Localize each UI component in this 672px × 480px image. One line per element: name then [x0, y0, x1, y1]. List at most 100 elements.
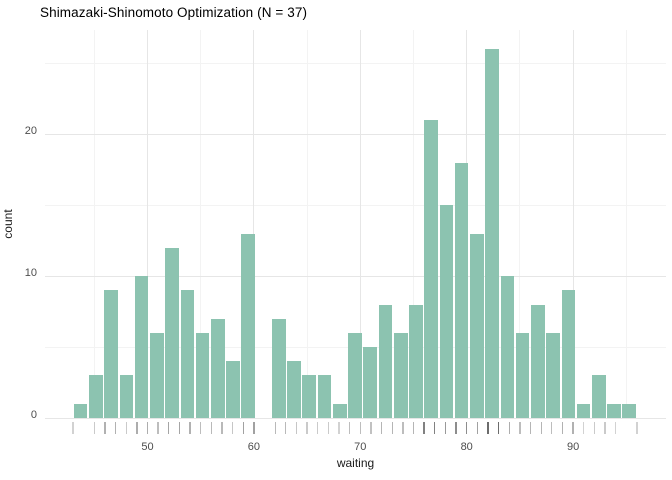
- rug-tick: [221, 422, 223, 434]
- histogram-bar: [226, 361, 240, 418]
- rug-tick: [136, 422, 138, 434]
- gridline-minor-x: [93, 30, 95, 418]
- x-tick-label: 70: [354, 441, 367, 453]
- histogram-bar: [302, 375, 317, 418]
- histogram-bar: [287, 361, 301, 418]
- rug-tick: [157, 422, 159, 434]
- y-tick-label: 0: [30, 409, 37, 421]
- y-tick-label: 10: [24, 267, 37, 280]
- histogram-bar: [150, 332, 164, 418]
- histogram-bar: [409, 304, 423, 418]
- gridline-minor-y: [45, 204, 666, 206]
- rug-tick: [210, 422, 212, 434]
- rug-tick: [295, 422, 298, 434]
- histogram-bar: [210, 318, 225, 418]
- histogram-bar: [592, 375, 606, 418]
- histogram-bar: [378, 304, 393, 418]
- rug-tick: [274, 422, 276, 434]
- rug-tick: [317, 422, 319, 434]
- histogram-bar: [119, 375, 134, 418]
- rug-tick: [423, 422, 425, 434]
- x-tick-label: 90: [566, 441, 580, 453]
- rug-tick: [497, 422, 500, 434]
- rug-tick: [306, 422, 308, 434]
- y-tick-label: 20: [24, 125, 37, 138]
- rug-tick: [444, 422, 447, 434]
- rug-tick: [434, 422, 436, 434]
- x-tick-label: 80: [460, 441, 473, 453]
- rug-tick: [466, 422, 468, 434]
- histogram-bar: [134, 276, 149, 418]
- histogram-bar: [607, 403, 621, 418]
- rug-tick: [487, 422, 489, 434]
- rug-tick: [412, 422, 415, 434]
- gridline-minor-x: [625, 30, 627, 418]
- gridline-minor-y: [45, 63, 666, 64]
- gridline-major-y: [45, 275, 666, 277]
- histogram-bar: [485, 49, 499, 418]
- chart-title: Shimazaki-Shinomoto Optimization (N = 37…: [40, 5, 308, 20]
- rug-tick: [370, 422, 372, 434]
- histogram-bar: [454, 162, 469, 418]
- rug-tick: [561, 422, 564, 434]
- rug-tick: [508, 422, 510, 434]
- gridline-major-x: [572, 30, 574, 418]
- gridline-major-y: [45, 133, 666, 135]
- histogram-bar: [165, 247, 179, 418]
- histogram-bar: [104, 290, 118, 418]
- histogram-bar: [348, 332, 362, 418]
- rug-tick: [114, 422, 117, 434]
- rug-tick: [604, 422, 606, 434]
- histogram-bar: [576, 403, 591, 418]
- gridline-major-x: [359, 30, 361, 418]
- rug-tick: [338, 422, 340, 434]
- rug-tick: [529, 422, 532, 434]
- rug-tick: [178, 422, 181, 434]
- histogram-bar: [180, 290, 195, 418]
- histogram-bar: [546, 332, 560, 418]
- rug-tick: [476, 422, 478, 434]
- rug-tick: [551, 422, 553, 434]
- histogram-bar: [515, 332, 530, 418]
- histogram-bar: [500, 276, 515, 418]
- histogram-bar: [439, 205, 454, 418]
- rug-tick: [402, 422, 404, 434]
- rug-tick: [285, 422, 287, 434]
- gridline-minor-x: [519, 30, 521, 418]
- rug-tick: [391, 422, 393, 434]
- rug-tick: [231, 422, 234, 434]
- rug-tick: [615, 422, 617, 434]
- histogram-bar: [393, 332, 408, 418]
- gridline-minor-x: [306, 30, 308, 418]
- rug-tick: [200, 422, 202, 434]
- rug-tick: [146, 422, 149, 434]
- rug-tick: [380, 422, 383, 434]
- rug-tick: [636, 422, 638, 434]
- rug-tick: [572, 422, 574, 434]
- rug-tick: [253, 422, 255, 434]
- x-tick-label: 50: [141, 441, 154, 453]
- gridline-major-x: [147, 30, 148, 418]
- rug-tick: [349, 422, 351, 434]
- histogram-bar: [271, 318, 286, 418]
- gridline-minor-x: [200, 30, 202, 418]
- rug-tick: [104, 422, 106, 434]
- rug-tick: [242, 422, 244, 434]
- histogram-bar: [332, 403, 347, 418]
- histogram-bar: [622, 403, 637, 418]
- histogram-bar: [89, 375, 103, 418]
- rug-tick: [327, 422, 330, 434]
- x-tick-label: 60: [247, 441, 261, 453]
- rug-tick: [540, 422, 542, 434]
- rug-tick: [125, 422, 127, 434]
- rug-tick: [455, 422, 457, 434]
- histogram-bar: [317, 375, 332, 418]
- rug-tick: [593, 422, 596, 434]
- histogram-bar: [561, 290, 576, 418]
- histogram-bar: [531, 304, 545, 418]
- rug-tick: [519, 422, 521, 434]
- rug-tick: [93, 422, 95, 434]
- rug-tick: [189, 422, 191, 434]
